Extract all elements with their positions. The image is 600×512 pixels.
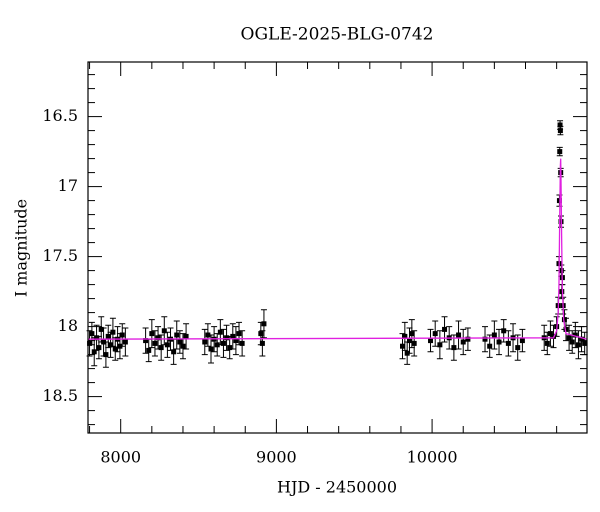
data-point [437, 342, 443, 348]
data-point [236, 331, 242, 337]
data-point [239, 340, 245, 346]
data-point [402, 333, 408, 339]
data-point [119, 332, 125, 338]
data-point [456, 332, 462, 338]
data-point [582, 340, 588, 346]
x-axis-label: HJD - 2450000 [277, 478, 397, 497]
data-point [208, 346, 214, 352]
data-point [122, 339, 128, 345]
data-point [98, 326, 104, 332]
data-point [544, 340, 550, 346]
data-point [557, 128, 563, 134]
data-point [482, 336, 488, 342]
data-point [103, 352, 109, 358]
data-point [460, 339, 466, 345]
data-point [220, 340, 226, 346]
x-tick-label: 8000 [100, 448, 141, 467]
data-point [572, 332, 578, 338]
data-point [143, 338, 149, 344]
data-point [501, 328, 507, 334]
data-point [491, 332, 497, 338]
data-point [214, 342, 220, 348]
data-point [559, 289, 565, 295]
data-point [411, 340, 417, 346]
axes-frame [87, 61, 588, 434]
data-point [227, 345, 233, 351]
data-point [465, 336, 471, 342]
data-point [261, 321, 267, 327]
data-point [563, 326, 569, 332]
data-point [180, 343, 186, 349]
data-point [505, 340, 511, 346]
data-point [579, 336, 585, 342]
data-point [515, 345, 521, 351]
data-point [158, 345, 164, 351]
plot-area [86, 120, 588, 368]
data-point [205, 332, 211, 338]
data-point [428, 338, 434, 344]
data-point [105, 333, 111, 339]
data-point [146, 347, 152, 353]
data-point [217, 329, 223, 335]
data-point [177, 339, 183, 345]
data-point [258, 331, 264, 337]
data-point [566, 335, 572, 341]
data-point [230, 333, 236, 339]
data-point [496, 339, 502, 345]
data-point [519, 338, 525, 344]
data-point [183, 333, 189, 339]
data-point [569, 339, 575, 345]
data-point [87, 340, 93, 346]
data-point [202, 339, 208, 345]
y-axis-label: I magnitude [12, 199, 31, 297]
data-point [575, 342, 581, 348]
data-point [224, 335, 230, 341]
data-point [259, 340, 265, 346]
y-tick-label: 17.5 [42, 246, 78, 265]
y-tick-label: 18.5 [42, 386, 78, 405]
data-point [164, 342, 170, 348]
data-point [557, 122, 563, 128]
model-curve [87, 158, 588, 340]
data-point [171, 349, 177, 355]
data-point [149, 331, 155, 337]
data-point [94, 335, 100, 341]
data-point [561, 317, 567, 323]
data-point [108, 342, 114, 348]
y-tick-label: 16.5 [42, 106, 78, 125]
x-tick-label: 9000 [256, 448, 297, 467]
data-point [557, 149, 563, 155]
data-point [400, 343, 406, 349]
x-tick-label: 10000 [407, 448, 458, 467]
data-point [442, 326, 448, 332]
data-point [91, 349, 97, 355]
data-point [110, 329, 116, 335]
data-point [233, 338, 239, 344]
data-point [547, 331, 553, 337]
data-point [96, 345, 102, 351]
data-point [89, 331, 95, 337]
data-point [407, 338, 413, 344]
chart-title: OGLE-2025-BLG-0742 [241, 25, 434, 45]
data-point [174, 332, 180, 338]
data-point [161, 328, 167, 334]
data-point [112, 346, 118, 352]
data-point [155, 335, 161, 341]
data-point [152, 340, 158, 346]
y-tick-label: 18 [58, 316, 78, 335]
y-tick-label: 17 [58, 176, 78, 195]
data-point [487, 343, 493, 349]
data-point [451, 345, 457, 351]
data-point [432, 331, 438, 337]
data-point [409, 331, 415, 337]
